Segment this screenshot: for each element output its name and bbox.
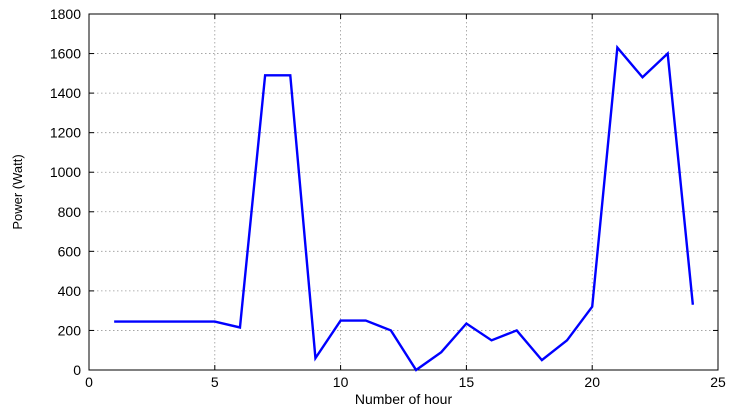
y-axis-ticks: 0 200 400 600 800 1000 1200 1400 1600 1800 — [50, 6, 718, 378]
x-axis-label: Number of hour — [355, 391, 453, 407]
y-axis-label: Power (Watt) — [10, 154, 25, 229]
y-tick-label: 1000 — [50, 164, 81, 180]
x-tick-label: 25 — [710, 374, 726, 390]
x-tick-label: 0 — [85, 374, 93, 390]
x-tick-label: 5 — [211, 374, 219, 390]
plot-frame — [88, 13, 719, 371]
x-tick-label: 20 — [584, 374, 600, 390]
y-tick-label: 1600 — [50, 46, 81, 62]
y-tick-label: 600 — [58, 243, 82, 259]
y-tick-label: 400 — [58, 283, 82, 299]
y-tick-label: 0 — [73, 362, 81, 378]
x-tick-label: 10 — [333, 374, 349, 390]
y-tick-label: 800 — [58, 204, 82, 220]
series-layer — [114, 44, 695, 372]
x-tick-label: 15 — [459, 374, 475, 390]
y-tick-label: 1800 — [50, 6, 81, 22]
grid — [89, 14, 718, 370]
x-axis-ticks: 0 5 10 15 20 25 — [85, 14, 726, 390]
y-tick-label: 1400 — [50, 85, 81, 101]
y-tick-label: 200 — [58, 322, 82, 338]
y-tick-label: 1200 — [50, 125, 81, 141]
series-line — [114, 44, 695, 372]
